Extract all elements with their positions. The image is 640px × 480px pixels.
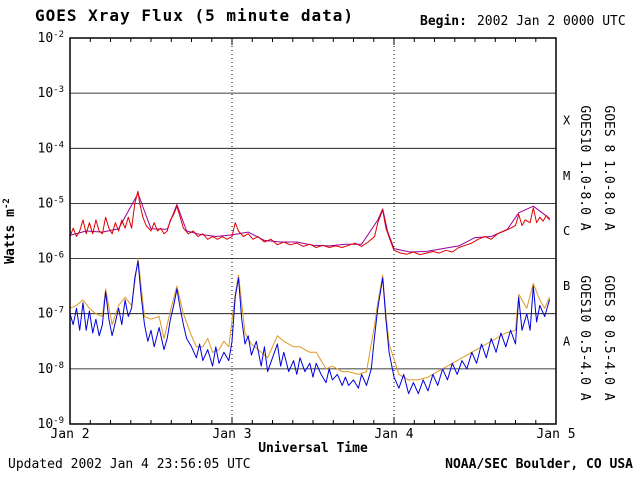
y-axis-tick-labels: 10-210-310-410-510-610-710-810-9 <box>38 30 65 432</box>
y-axis-title: Watts m-2 <box>2 198 18 264</box>
y-tick-base: 10 <box>38 417 54 432</box>
legend-goes-8-1-0-8-0-a: GOES 8 1.0-8.0 A <box>601 105 616 230</box>
y-tick-base: 10 <box>38 141 54 156</box>
flare-class-a: A <box>563 334 571 348</box>
trace-goes-8-0-5-4-0-a <box>69 260 550 395</box>
flare-class-m: M <box>563 169 570 183</box>
y-axis-title-exponent: -2 <box>2 198 12 209</box>
trace-goes10-0-5-4-0-a <box>69 258 550 381</box>
y-tick-exponent: -7 <box>53 306 64 316</box>
y-tick-label-1e-2: 10-2 <box>38 30 65 46</box>
begin-label: Begin: <box>420 14 467 29</box>
y-tick-base: 10 <box>38 307 54 322</box>
y-tick-base: 10 <box>38 31 54 46</box>
x-axis-tick-labels: Jan 2 Jan 3 Jan 4 Jan 5 <box>50 427 575 442</box>
x-tick-label-jan-4: Jan 4 <box>374 427 413 442</box>
y-tick-label-1e-5: 10-5 <box>38 195 65 211</box>
credit-text: NOAA/SEC Boulder, CO USA <box>445 457 633 472</box>
y-tick-exponent: -5 <box>53 195 64 205</box>
y-tick-base: 10 <box>38 252 54 267</box>
y-tick-exponent: -8 <box>53 361 64 371</box>
y-tick-exponent: -6 <box>53 251 64 261</box>
axis-ticks <box>69 38 557 424</box>
flare-class-x: X <box>563 114 571 128</box>
y-tick-label-1e-3: 10-3 <box>38 85 65 101</box>
flare-class-labels: X M C B A <box>563 114 571 349</box>
y-axis-title-base: Watts m <box>3 209 18 264</box>
y-tick-label-1e-9: 10-9 <box>38 416 65 432</box>
updated-timestamp: Updated 2002 Jan 4 23:56:05 UTC <box>8 457 251 472</box>
y-tick-base: 10 <box>38 86 54 101</box>
plot-grid <box>70 38 556 424</box>
plot-border <box>69 37 557 425</box>
plot-traces <box>69 190 550 395</box>
y-tick-label-1e-4: 10-4 <box>38 140 65 156</box>
flare-class-b: B <box>563 279 570 293</box>
y-tick-label-1e-8: 10-8 <box>38 361 65 377</box>
flare-class-c: C <box>563 224 570 238</box>
begin-value: 2002 Jan 2 0000 UTC <box>477 14 626 29</box>
y-tick-exponent: -9 <box>53 416 64 426</box>
legend-goes10-1-0-8-0-a: GOES10 1.0-8.0 A <box>577 105 592 230</box>
x-axis-title: Universal Time <box>258 441 368 456</box>
x-tick-label-jan-5: Jan 5 <box>536 427 575 442</box>
y-tick-exponent: -2 <box>53 30 64 40</box>
trace-goes-8-1-0-8-0-a <box>69 190 550 256</box>
y-tick-label-1e-6: 10-6 <box>38 251 65 267</box>
x-tick-label-jan-2: Jan 2 <box>50 427 89 442</box>
legend-goes10-0-5-4-0-a: GOES10 0.5-4.0 A <box>577 275 592 400</box>
legend-goes-8-0-5-4-0-a: GOES 8 0.5-4.0 A <box>601 275 616 400</box>
y-tick-base: 10 <box>38 196 54 211</box>
y-tick-exponent: -4 <box>53 140 64 150</box>
trace-goes10-1-0-8-0-a <box>69 193 550 253</box>
y-tick-exponent: -3 <box>53 85 64 95</box>
begin-line: Begin: 2002 Jan 2 0000 UTC <box>420 14 626 29</box>
legend-rotated-labels: GOES10 1.0-8.0 A GOES 8 1.0-8.0 A GOES10 0… <box>577 105 616 400</box>
y-tick-label-1e-7: 10-7 <box>38 306 65 322</box>
page-title: GOES Xray Flux (5 minute data) <box>35 6 354 25</box>
y-tick-base: 10 <box>38 362 54 377</box>
x-tick-label-jan-3: Jan 3 <box>212 427 251 442</box>
